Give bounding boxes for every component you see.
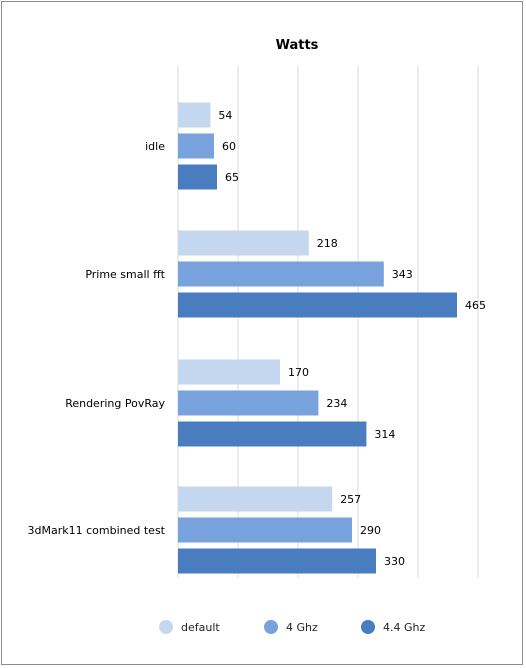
category-label: Prime small fft — [85, 268, 165, 281]
data-labels: 54 60 65 218 343 465 170 234 314 257 290 330 — [218, 109, 486, 568]
bar — [178, 133, 214, 159]
category-label: idle — [145, 140, 165, 153]
data-label: 343 — [392, 268, 413, 281]
legend-marker — [159, 620, 173, 634]
bar — [178, 359, 280, 385]
bar — [178, 292, 457, 318]
bar — [178, 230, 309, 256]
data-label: 257 — [340, 493, 361, 506]
data-label: 234 — [326, 397, 347, 410]
bar — [178, 548, 376, 574]
bar — [178, 390, 319, 416]
data-label: 65 — [225, 171, 239, 184]
data-label: 314 — [374, 428, 395, 441]
category-label: Rendering PovRay — [65, 397, 165, 410]
bar — [178, 517, 352, 543]
legend: default 4 Ghz 4.4 Ghz — [159, 620, 425, 634]
legend-marker — [361, 620, 375, 634]
data-label: 465 — [465, 299, 486, 312]
data-label: 60 — [222, 140, 236, 153]
bars — [178, 102, 457, 574]
legend-label: 4.4 Ghz — [383, 621, 425, 634]
data-label: 218 — [317, 237, 338, 250]
category-label: 3dMark11 combined test — [28, 524, 166, 537]
legend-label: 4 Ghz — [286, 621, 318, 634]
bar — [178, 164, 217, 190]
chart-title: Watts — [276, 38, 319, 53]
bar — [178, 486, 333, 512]
data-label: 170 — [288, 366, 309, 379]
legend-marker — [264, 620, 278, 634]
bar — [178, 102, 211, 128]
bar — [178, 261, 384, 287]
data-label: 290 — [360, 524, 381, 537]
data-label: 330 — [384, 555, 405, 568]
bar — [178, 421, 367, 447]
legend-label: default — [181, 621, 220, 634]
category-labels: idle Prime small fft Rendering PovRay 3dMar… — [28, 140, 166, 537]
data-label: 54 — [218, 109, 232, 122]
